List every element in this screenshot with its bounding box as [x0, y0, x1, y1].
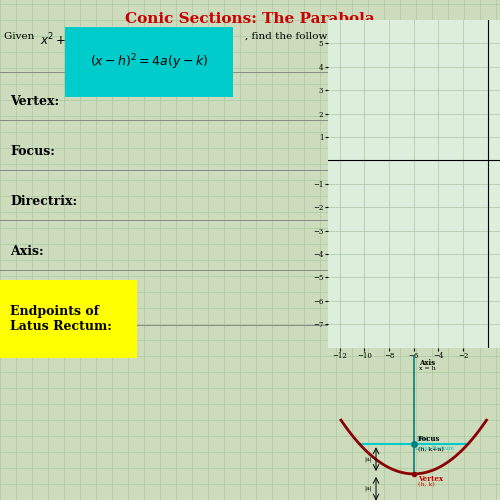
- Text: Focus:: Focus:: [10, 145, 55, 158]
- Text: Focus: Focus: [418, 435, 440, 443]
- Text: Vertex: Vertex: [418, 476, 443, 484]
- Text: $\mathbf{\mathit{(x-h)^2 = 4a(y-k)}}$: $\mathbf{\mathit{(x-h)^2 = 4a(y-k)}}$: [90, 52, 208, 72]
- Text: , find the following:: , find the following:: [245, 32, 348, 41]
- Text: Directrix:: Directrix:: [10, 195, 77, 208]
- Text: Latus Rectum: Latus Rectum: [415, 446, 454, 451]
- Text: (h, k+a): (h, k+a): [418, 447, 444, 452]
- Text: Endpoints of
Latus Rectum:: Endpoints of Latus Rectum:: [10, 305, 112, 333]
- Text: |a|: |a|: [364, 486, 372, 492]
- Text: Axis:: Axis:: [10, 245, 43, 258]
- Text: (h, k): (h, k): [418, 482, 434, 488]
- Text: $\mathbf{\mathit{x^2 + 8x = -16y - 16}}$: $\mathbf{\mathit{x^2 + 8x = -16y - 16}}$: [40, 31, 164, 50]
- Text: Axis: Axis: [419, 359, 436, 367]
- Text: |a|: |a|: [364, 456, 372, 462]
- Text: x = h: x = h: [419, 366, 436, 371]
- Text: Conic Sections: The Parabola: Conic Sections: The Parabola: [125, 12, 375, 26]
- Text: |4a|: |4a|: [416, 436, 428, 441]
- Text: Given: Given: [4, 32, 38, 41]
- Text: Vertex:: Vertex:: [10, 95, 59, 108]
